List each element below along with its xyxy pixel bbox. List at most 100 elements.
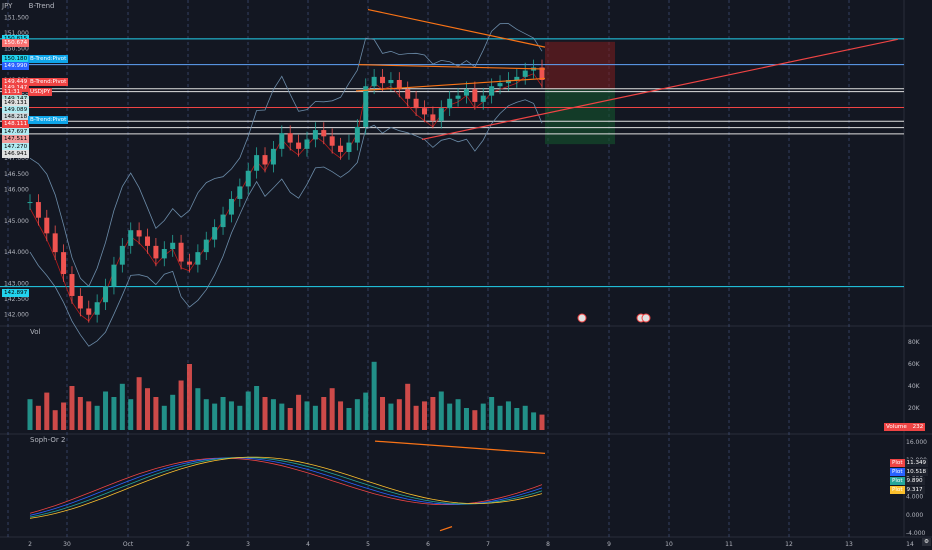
time-tick-label: Oct — [123, 541, 134, 548]
oscillator-tick-label: 16.000 — [906, 439, 927, 446]
oscillator-line — [29, 456, 543, 519]
candle-body — [505, 79, 511, 84]
time-tick-label: 2 — [186, 541, 190, 548]
volume-bar — [505, 401, 511, 430]
candle-body — [388, 79, 394, 84]
volume-bar — [472, 410, 478, 430]
volume-bar — [354, 399, 360, 430]
volume-bar — [338, 401, 344, 430]
volume-bar — [128, 399, 134, 430]
legend-name: Plot — [890, 459, 905, 467]
volume-bar — [329, 388, 335, 430]
volume-bar — [52, 410, 58, 430]
price-tag: 149.131 — [2, 98, 30, 107]
candle-body — [430, 114, 436, 121]
upper-band-line — [29, 23, 543, 287]
oscillator-line — [29, 456, 543, 518]
candle-body — [371, 76, 377, 87]
volume-bar — [153, 397, 159, 430]
volume-tag-value: 232 — [912, 424, 924, 430]
candle-body — [228, 198, 234, 215]
candle-body — [128, 230, 134, 246]
volume-bar — [279, 403, 285, 430]
candle-body — [514, 76, 520, 80]
symbol-title: JPY B-Trend — [2, 2, 55, 10]
candle-body — [539, 67, 545, 80]
oscillator-tick-label: -4.000 — [906, 530, 926, 537]
volume-bar — [103, 391, 109, 430]
candle-body — [497, 83, 503, 87]
candle-body — [245, 170, 251, 187]
candle-body — [346, 142, 352, 152]
time-tick-label: 8 — [546, 541, 550, 548]
legend-entry: Plot 9.890 — [890, 477, 925, 485]
oscillator-tick-label: 0.000 — [906, 512, 923, 519]
time-tick-label: 11 — [725, 541, 733, 548]
candle-body — [178, 242, 184, 262]
pivot-tag: B-Trend:Pivot — [28, 77, 69, 86]
legend-entry: Plot 9.317 — [890, 486, 925, 494]
legend-entry: Plot 10.518 — [890, 468, 929, 476]
volume-bar — [321, 397, 327, 430]
volume-tag: Volume 232 — [884, 423, 926, 431]
price-tag: 146.941 — [2, 150, 30, 159]
candle-body — [472, 89, 478, 102]
time-tick-label: 4 — [306, 541, 310, 548]
candle-body — [455, 95, 461, 99]
volume-bar — [27, 399, 33, 430]
price-tick-label: 151.000 — [4, 30, 29, 37]
candle-body — [212, 227, 218, 240]
candle-body — [103, 286, 109, 303]
legend-value: 11.349 — [904, 459, 929, 467]
price-tag: 149.449 — [2, 77, 30, 86]
trend-line — [355, 77, 546, 92]
volume-bar — [539, 414, 545, 430]
volume-bar — [254, 386, 260, 430]
volume-bar — [262, 397, 268, 430]
price-tag: 11:31 — [2, 87, 23, 96]
price-tag: 149.990 — [2, 61, 30, 70]
volume-bar — [514, 408, 520, 430]
volume-bar — [480, 403, 486, 430]
volume-bar — [405, 383, 411, 430]
candle-body — [522, 70, 528, 77]
volume-bar — [371, 361, 377, 430]
trend-line — [358, 64, 546, 70]
price-tick-label: 150.500 — [4, 46, 29, 53]
volume-tag-label: Volume — [886, 424, 907, 430]
economic-event-flag-icon — [577, 313, 587, 323]
moving-average-line — [29, 73, 543, 322]
volume-bar — [430, 397, 436, 430]
candle-body — [195, 252, 201, 265]
candle-body — [153, 245, 159, 259]
candle-body — [145, 236, 151, 246]
pivot-tag: B-Trend:Pivot — [28, 116, 69, 125]
price-tick-label: 144.000 — [4, 249, 29, 256]
candle-body — [363, 86, 369, 127]
legend-value: 9.317 — [904, 486, 925, 494]
volume-bar — [455, 399, 461, 430]
volume-bar — [421, 401, 427, 430]
price-tick-label: 147.000 — [4, 155, 29, 162]
price-tick-label: 146.500 — [4, 171, 29, 178]
oscillator-pane-title: Soph-Or 2 — [30, 436, 66, 444]
time-tick-label: 7 — [486, 541, 490, 548]
economic-event-flag-icon — [641, 313, 651, 323]
price-tick-label: 142.000 — [4, 312, 29, 319]
candle-body — [354, 126, 360, 143]
volume-tick-label: 60K — [908, 361, 921, 368]
price-tag: 142.897 — [2, 288, 30, 297]
trend-line — [367, 8, 546, 48]
oscillator-trend-line — [439, 526, 453, 532]
price-tag: 149.147 — [2, 94, 30, 103]
candle-body — [447, 98, 453, 109]
symbol-label: JPY — [2, 2, 13, 10]
volume-bar — [396, 399, 402, 430]
volume-bar — [212, 403, 218, 430]
settings-gear-icon[interactable]: ⚙ — [922, 538, 932, 546]
candle-body — [421, 108, 427, 115]
candle-body — [69, 274, 75, 296]
candle-body — [262, 155, 268, 165]
candle-body — [270, 148, 276, 165]
